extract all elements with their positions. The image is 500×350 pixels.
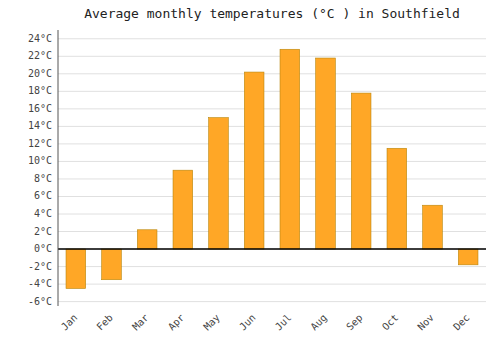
bar <box>423 205 443 249</box>
bars <box>66 49 478 288</box>
bar <box>244 72 264 249</box>
x-tick-label: Nov <box>415 312 436 333</box>
bar <box>458 249 478 265</box>
y-tick-label: 4°C <box>34 208 52 219</box>
bar <box>66 249 86 288</box>
y-tick-label: 16°C <box>28 103 52 114</box>
grid-line <box>58 301 486 302</box>
x-tick-label: Feb <box>94 312 115 333</box>
y-tick-label: 0°C <box>34 243 52 254</box>
y-tick-label: 20°C <box>28 68 52 79</box>
x-tick-label: Jan <box>59 312 80 333</box>
chart-container: Average monthly temperatures (°C ) in So… <box>0 0 500 350</box>
grid-line <box>58 266 486 267</box>
grid <box>58 39 486 302</box>
x-tick-label: Mar <box>130 312 151 333</box>
y-tick-label: -4°C <box>28 278 52 289</box>
y-tick-label: 6°C <box>34 190 52 201</box>
y-tick-label: -6°C <box>28 296 52 307</box>
bar <box>316 58 336 249</box>
zero-line <box>58 248 486 250</box>
grid-line <box>58 231 486 232</box>
grid-line <box>58 38 486 39</box>
y-tick-label: 2°C <box>34 226 52 237</box>
x-tick-label: Oct <box>380 312 401 333</box>
bar <box>209 118 229 249</box>
x-tick-label: May <box>201 312 222 333</box>
grid-line <box>58 91 486 92</box>
x-tick-label: Dec <box>451 312 472 333</box>
x-tick-label: Jul <box>273 312 294 333</box>
grid-line <box>58 161 486 162</box>
y-tick-label: 14°C <box>28 120 52 131</box>
bar <box>102 249 122 280</box>
grid-line <box>58 178 486 179</box>
grid-line <box>58 196 486 197</box>
x-tick-label: Sep <box>344 312 365 333</box>
y-axis-labels: -6°C -4°C -2°C 0°C 2°C 4°C 6°C 8°C 10°C 12°C 14°C 1… <box>28 33 52 307</box>
y-tick-label: 10°C <box>28 155 52 166</box>
y-axis-line <box>58 30 59 306</box>
bar <box>173 170 193 249</box>
y-tick-label: 8°C <box>34 173 52 184</box>
bar <box>280 49 300 249</box>
grid-line <box>58 56 486 57</box>
grid-line <box>58 126 486 127</box>
grid-line <box>58 108 486 109</box>
bar <box>351 93 371 249</box>
y-tick-label: 12°C <box>28 138 52 149</box>
x-tick-label: Apr <box>166 312 187 333</box>
grid-line <box>58 143 486 144</box>
bar <box>387 148 407 249</box>
y-tick-label: 22°C <box>28 50 52 61</box>
bar <box>137 230 157 249</box>
grid-line <box>58 73 486 74</box>
y-tick-label: 24°C <box>28 33 52 44</box>
y-tick-label: 18°C <box>28 85 52 96</box>
x-tick-label: Aug <box>308 312 329 333</box>
y-tick-label: -2°C <box>28 261 52 272</box>
grid-line <box>58 214 486 215</box>
grid-line <box>58 249 486 250</box>
x-tick-label: Jun <box>237 312 258 333</box>
grid-line <box>58 284 486 285</box>
x-axis-labels: Jan Feb Mar Apr May Jun Jul Aug Sep Oct Nov Dec <box>59 312 472 333</box>
chart-svg: Average monthly temperatures (°C ) in So… <box>0 0 500 350</box>
chart-title: Average monthly temperatures (°C ) in So… <box>84 6 460 21</box>
